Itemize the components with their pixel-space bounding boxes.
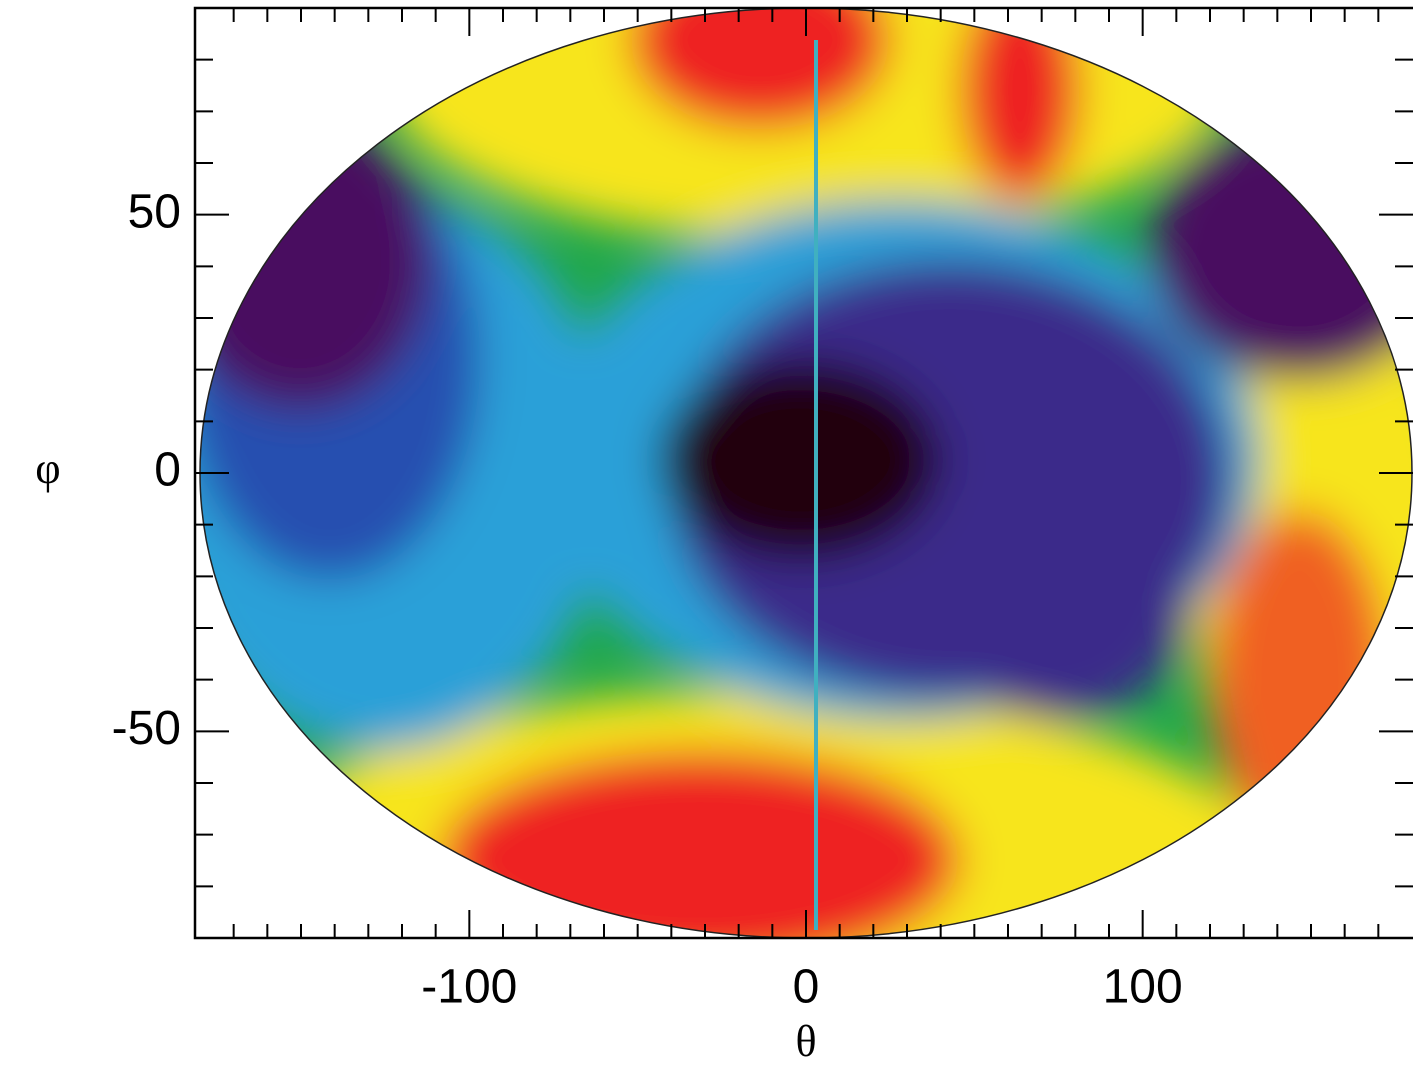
y-tick-label: 0 bbox=[154, 444, 181, 497]
y-tick-label: 50 bbox=[128, 185, 181, 238]
sky-map bbox=[200, 8, 1412, 938]
y-tick-label: -50 bbox=[112, 702, 181, 755]
x-tick-label: 0 bbox=[793, 961, 820, 1014]
x-tick-label: -100 bbox=[421, 961, 517, 1014]
x-axis-label: θ bbox=[795, 1017, 816, 1066]
x-tick-label: 100 bbox=[1103, 961, 1183, 1014]
y-axis-label: φ bbox=[35, 444, 60, 493]
